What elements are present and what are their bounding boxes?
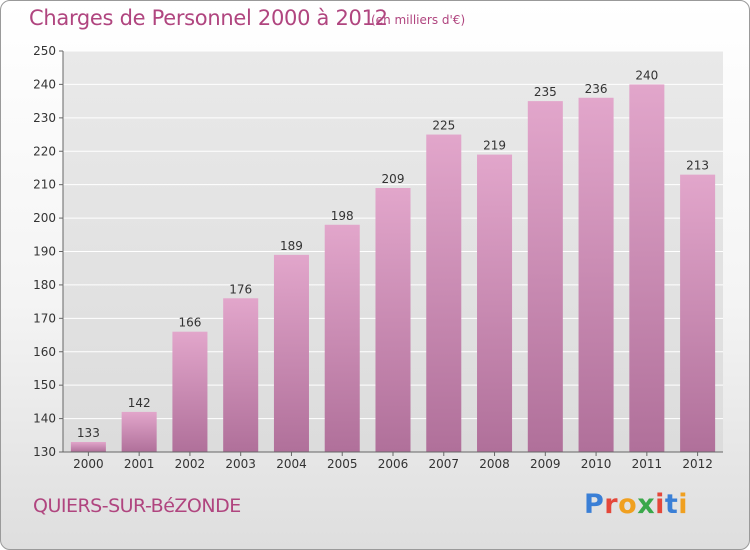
proxiti-logo: Proxiti <box>584 489 688 520</box>
brand-letter: P <box>584 489 605 520</box>
x-tick-label: 2009 <box>530 457 561 471</box>
bar-value-label: 235 <box>534 85 557 99</box>
bar-value-label: 133 <box>77 426 100 440</box>
bar-value-label: 219 <box>483 139 506 153</box>
y-tick-label: 170 <box>33 311 56 325</box>
bar-value-label: 213 <box>686 159 709 173</box>
y-tick-label: 150 <box>33 378 56 392</box>
x-tick-label: 2004 <box>276 457 307 471</box>
x-tick-label: 2000 <box>73 457 104 471</box>
x-tick-label: 2007 <box>428 457 459 471</box>
chart-title: Charges de Personnel 2000 à 2012 <box>29 6 388 30</box>
y-tick-label: 160 <box>33 345 56 359</box>
brand-letter: o <box>618 489 638 520</box>
bar-value-label: 142 <box>128 396 151 410</box>
brand-letter: i <box>655 489 665 520</box>
x-tick-label: 2012 <box>682 457 713 471</box>
y-tick-label: 180 <box>33 278 56 292</box>
x-tick-label: 2008 <box>479 457 510 471</box>
bar-value-label: 240 <box>635 68 658 82</box>
bar <box>223 298 259 452</box>
x-tick-label: 2002 <box>175 457 206 471</box>
y-tick-label: 240 <box>33 77 56 91</box>
x-tick-label: 2011 <box>632 457 663 471</box>
x-tick-label: 2001 <box>124 457 155 471</box>
bar <box>578 97 614 453</box>
bar <box>324 224 360 452</box>
x-tick-label: 2006 <box>378 457 409 471</box>
bar <box>172 331 208 452</box>
bar-value-label: 209 <box>382 172 405 186</box>
y-tick-label: 250 <box>33 44 56 58</box>
brand-letter: i <box>678 489 689 520</box>
y-tick-label: 200 <box>33 211 56 225</box>
y-tick-label: 190 <box>33 245 56 259</box>
commune-name: QUIERS-SUR-BéZONDE <box>33 495 241 517</box>
bar-value-label: 225 <box>432 119 455 133</box>
y-tick-label: 230 <box>33 111 56 125</box>
y-tick-label: 140 <box>33 412 56 426</box>
bar <box>121 411 157 452</box>
bar-value-label: 189 <box>280 239 303 253</box>
y-tick-label: 220 <box>33 144 56 158</box>
y-tick-label: 130 <box>33 445 56 459</box>
x-tick-label: 2010 <box>581 457 612 471</box>
bar <box>477 154 513 452</box>
brand-letter: x <box>637 489 656 520</box>
bar <box>70 441 106 452</box>
chart-subtitle: (en milliers d'€) <box>371 13 466 27</box>
bar <box>375 188 411 452</box>
bar-value-label: 236 <box>585 82 608 96</box>
bar-value-label: 166 <box>178 316 201 330</box>
y-tick-label: 210 <box>33 178 56 192</box>
x-tick-label: 2003 <box>225 457 256 471</box>
bar <box>680 174 716 452</box>
bar <box>426 134 462 452</box>
brand-letter: t <box>664 489 679 520</box>
x-tick-label: 2005 <box>327 457 358 471</box>
brand-letter: r <box>604 489 619 520</box>
bar-value-label: 198 <box>331 209 354 223</box>
bar <box>527 101 563 452</box>
bar-value-label: 176 <box>229 282 252 296</box>
bar <box>273 254 309 452</box>
bar <box>629 84 665 453</box>
